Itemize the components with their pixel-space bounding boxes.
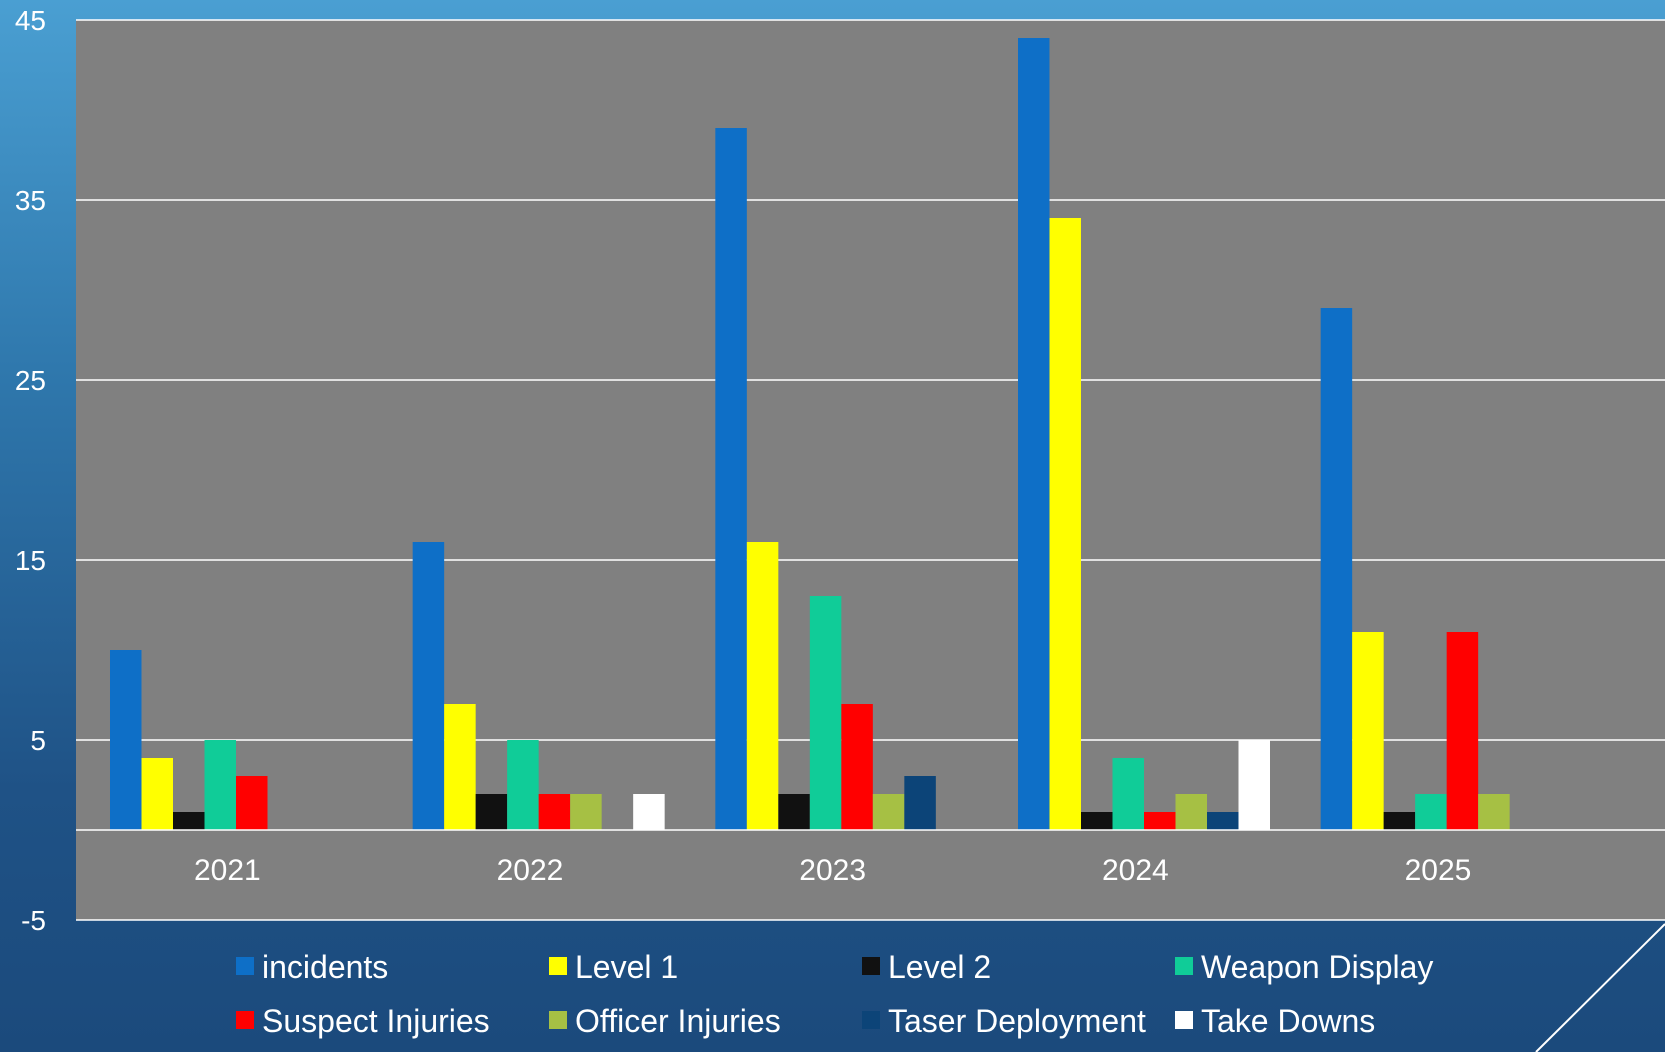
bar-officer-injuries-2024 — [1175, 794, 1207, 830]
bar-suspect-injuries-2022 — [538, 794, 571, 830]
x-category-label: 2021 — [194, 854, 261, 887]
bar-incidents-2021 — [110, 650, 142, 830]
bar-officer-injuries-2023 — [872, 794, 905, 830]
bar-incidents-2023 — [715, 128, 747, 830]
bar-level-1-2021 — [141, 758, 173, 830]
bar-weapon-display-2021 — [204, 740, 236, 830]
legend-label-incidents: incidents — [262, 949, 388, 985]
bar-suspect-injuries-2024 — [1144, 812, 1176, 830]
bar-officer-injuries-2025 — [1478, 794, 1510, 830]
legend-label-level-1: Level 1 — [575, 949, 678, 985]
legend-swatch-taser-deployment — [862, 1011, 880, 1029]
bar-take-downs-2022 — [633, 794, 665, 830]
bar-suspect-injuries-2025 — [1446, 632, 1479, 830]
legend-label-take-downs: Take Downs — [1201, 1003, 1375, 1039]
bar-weapon-display-2022 — [507, 740, 539, 830]
bar-officer-injuries-2022 — [570, 794, 602, 830]
bar-weapon-display-2023 — [809, 596, 842, 830]
bar-level-2-2025 — [1383, 812, 1416, 830]
y-tick-label: 5 — [30, 725, 46, 756]
bar-taser-deployment-2024 — [1207, 812, 1239, 830]
bar-incidents-2025 — [1320, 308, 1353, 830]
bar-taser-deployment-2023 — [904, 776, 936, 830]
y-tick-label: 25 — [15, 365, 46, 396]
bars — [110, 38, 1510, 830]
bar-level-1-2024 — [1049, 218, 1081, 830]
legend: incidents Level 1 Level 2 Weapon Display Sus… — [236, 949, 1433, 1039]
legend-swatch-weapon-display — [1175, 957, 1193, 975]
y-axis-ticks: 45 35 25 15 5 -5 — [15, 5, 46, 936]
y-tick-label: 35 — [15, 185, 46, 216]
bar-level-2-2023 — [778, 794, 810, 830]
legend-swatch-incidents — [236, 957, 254, 975]
legend-swatch-level-2 — [862, 957, 880, 975]
bar-level-1-2025 — [1352, 632, 1384, 830]
legend-label-suspect-injuries: Suspect Injuries — [262, 1003, 490, 1039]
y-tick-label: -5 — [21, 905, 46, 936]
legend-label-weapon-display: Weapon Display — [1201, 949, 1433, 985]
x-category-label: 2025 — [1405, 854, 1472, 887]
bar-weapon-display-2024 — [1112, 758, 1144, 830]
bar-incidents-2022 — [412, 542, 445, 830]
gridlines — [76, 19, 1665, 921]
bar-take-downs-2024 — [1238, 740, 1270, 830]
bar-incidents-2024 — [1018, 38, 1050, 830]
x-category-label: 2022 — [497, 854, 564, 887]
y-tick-label: 45 — [15, 5, 46, 36]
x-category-label: 2023 — [799, 854, 866, 887]
legend-swatch-take-downs — [1175, 1011, 1193, 1029]
bar-level-1-2022 — [444, 704, 476, 830]
legend-label-level-2: Level 2 — [888, 949, 991, 985]
legend-label-taser-deployment: Taser Deployment — [888, 1003, 1146, 1039]
x-category-label: 2024 — [1102, 854, 1169, 887]
bar-level-2-2022 — [475, 794, 508, 830]
decorative-diagonal-line — [1535, 923, 1665, 1052]
bar-suspect-injuries-2021 — [236, 776, 268, 830]
bar-level-1-2023 — [746, 542, 779, 830]
legend-swatch-suspect-injuries — [236, 1011, 254, 1029]
legend-swatch-level-1 — [549, 957, 567, 975]
x-axis-categories: 2021 2022 2023 2024 2025 — [194, 854, 1471, 887]
bar-weapon-display-2025 — [1415, 794, 1447, 830]
bar-level-2-2024 — [1081, 812, 1113, 830]
bar-suspect-injuries-2023 — [841, 704, 873, 830]
y-tick-label: 15 — [15, 545, 46, 576]
bar-level-2-2021 — [173, 812, 205, 830]
legend-label-officer-injuries: Officer Injuries — [575, 1003, 781, 1039]
legend-swatch-officer-injuries — [549, 1011, 567, 1029]
